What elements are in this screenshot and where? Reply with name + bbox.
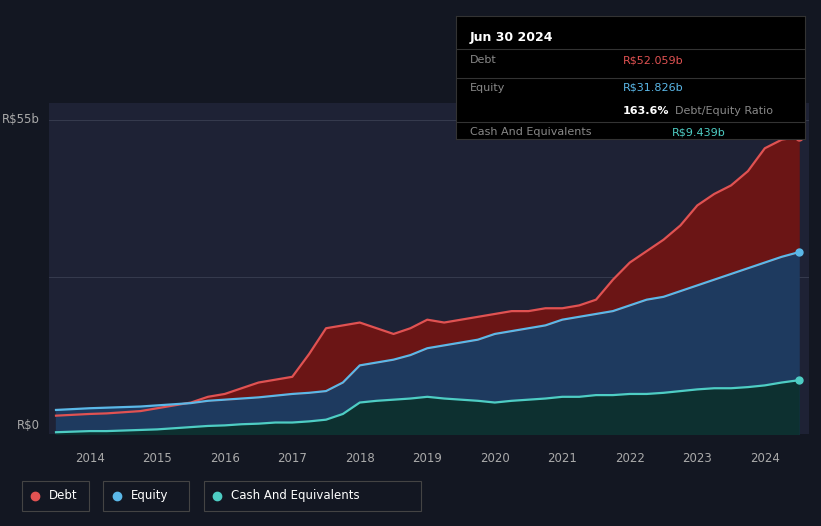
- Text: R$52.059b: R$52.059b: [623, 55, 684, 65]
- Text: 2019: 2019: [412, 452, 443, 465]
- Text: Jun 30 2024: Jun 30 2024: [470, 31, 553, 44]
- Text: Debt: Debt: [470, 55, 497, 65]
- Text: 2018: 2018: [345, 452, 374, 465]
- Text: 2022: 2022: [615, 452, 644, 465]
- Text: Equity: Equity: [131, 489, 168, 502]
- Text: 2023: 2023: [682, 452, 712, 465]
- Text: Cash And Equivalents: Cash And Equivalents: [470, 127, 591, 137]
- Text: Debt: Debt: [49, 489, 78, 502]
- Text: R$31.826b: R$31.826b: [623, 83, 684, 93]
- Text: R$55b: R$55b: [2, 113, 40, 126]
- Text: 2021: 2021: [548, 452, 577, 465]
- Text: 2016: 2016: [210, 452, 240, 465]
- Text: R$0: R$0: [17, 419, 40, 432]
- Text: 2020: 2020: [480, 452, 510, 465]
- Text: 2024: 2024: [750, 452, 780, 465]
- Text: Cash And Equivalents: Cash And Equivalents: [231, 489, 360, 502]
- Text: R$9.439b: R$9.439b: [672, 127, 726, 137]
- Text: 2017: 2017: [277, 452, 307, 465]
- Text: 2015: 2015: [142, 452, 172, 465]
- Text: 2014: 2014: [75, 452, 105, 465]
- Text: Debt/Equity Ratio: Debt/Equity Ratio: [676, 106, 773, 116]
- Text: 163.6%: 163.6%: [623, 106, 670, 116]
- Text: Equity: Equity: [470, 83, 505, 93]
